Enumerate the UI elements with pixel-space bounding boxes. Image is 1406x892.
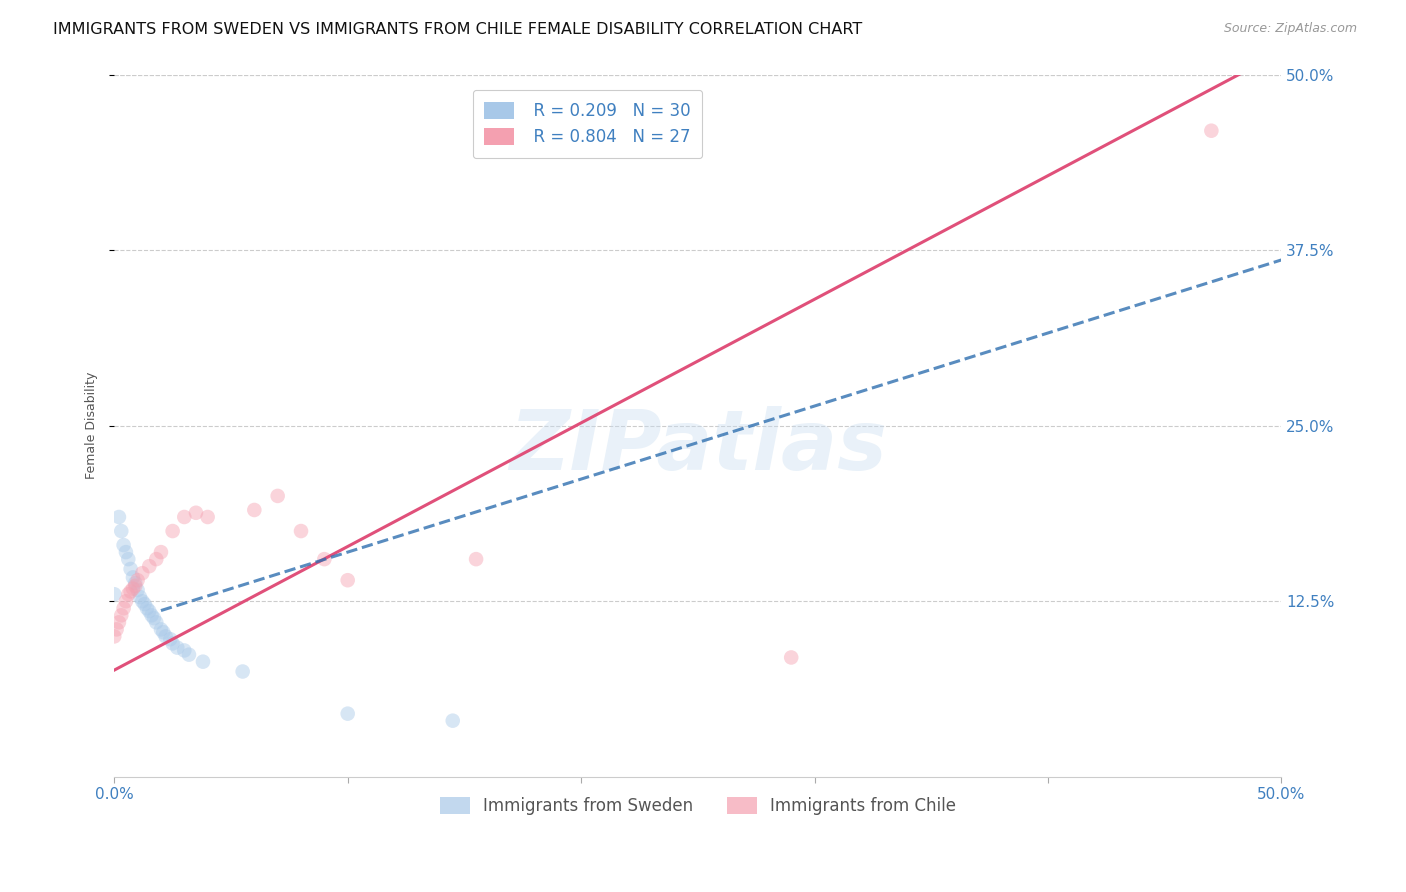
Point bbox=[243, 503, 266, 517]
Point bbox=[103, 629, 125, 643]
Point bbox=[117, 587, 139, 601]
Point bbox=[108, 510, 131, 524]
Legend: Immigrants from Sweden, Immigrants from Chile: Immigrants from Sweden, Immigrants from … bbox=[430, 787, 966, 825]
Point bbox=[152, 625, 174, 640]
Point bbox=[1201, 124, 1223, 138]
Point bbox=[115, 545, 138, 559]
Point bbox=[115, 594, 138, 608]
Point bbox=[120, 584, 142, 599]
Point bbox=[177, 648, 200, 662]
Point bbox=[336, 573, 359, 587]
Point bbox=[314, 552, 336, 566]
Point bbox=[149, 623, 172, 637]
Point bbox=[155, 629, 177, 643]
Point bbox=[136, 601, 159, 615]
Point bbox=[138, 559, 160, 574]
Point bbox=[138, 604, 160, 618]
Point bbox=[103, 587, 125, 601]
Text: Source: ZipAtlas.com: Source: ZipAtlas.com bbox=[1223, 22, 1357, 36]
Point bbox=[122, 570, 145, 584]
Point bbox=[127, 582, 149, 597]
Point bbox=[124, 576, 146, 591]
Point bbox=[129, 590, 152, 604]
Point bbox=[162, 636, 184, 650]
Point bbox=[290, 524, 312, 538]
Point bbox=[441, 714, 464, 728]
Point bbox=[173, 510, 195, 524]
Point bbox=[112, 538, 135, 552]
Point bbox=[145, 615, 167, 630]
Point bbox=[149, 545, 172, 559]
Point bbox=[336, 706, 359, 721]
Point bbox=[173, 643, 195, 657]
Point bbox=[134, 597, 156, 611]
Point bbox=[112, 601, 135, 615]
Point bbox=[124, 579, 146, 593]
Point bbox=[232, 665, 254, 679]
Point bbox=[145, 552, 167, 566]
Point bbox=[122, 582, 145, 596]
Point bbox=[117, 552, 139, 566]
Point bbox=[159, 632, 181, 647]
Y-axis label: Female Disability: Female Disability bbox=[86, 372, 98, 479]
Point bbox=[465, 552, 488, 566]
Point bbox=[131, 566, 153, 581]
Point bbox=[110, 524, 132, 538]
Point bbox=[142, 611, 165, 625]
Text: ZIPatlas: ZIPatlas bbox=[509, 406, 887, 487]
Text: IMMIGRANTS FROM SWEDEN VS IMMIGRANTS FROM CHILE FEMALE DISABILITY CORRELATION CH: IMMIGRANTS FROM SWEDEN VS IMMIGRANTS FRO… bbox=[53, 22, 863, 37]
Point bbox=[110, 608, 132, 623]
Point bbox=[127, 573, 149, 587]
Point bbox=[191, 655, 214, 669]
Point bbox=[108, 615, 131, 630]
Point bbox=[120, 562, 142, 576]
Point bbox=[162, 524, 184, 538]
Point bbox=[184, 506, 207, 520]
Point bbox=[197, 510, 219, 524]
Point bbox=[141, 608, 163, 623]
Point bbox=[780, 650, 803, 665]
Point bbox=[131, 594, 153, 608]
Point bbox=[166, 640, 188, 655]
Point bbox=[266, 489, 288, 503]
Point bbox=[105, 623, 128, 637]
